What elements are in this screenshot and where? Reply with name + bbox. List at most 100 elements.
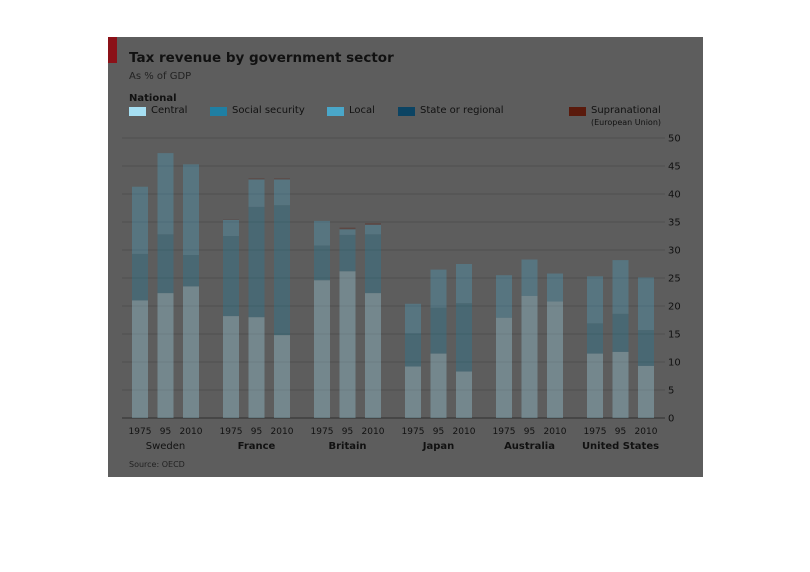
x-tick-label: 95 bbox=[524, 427, 535, 437]
x-tick-label: 1975 bbox=[493, 427, 516, 437]
x-tick-label: 95 bbox=[160, 427, 171, 437]
x-tick-label: 2010 bbox=[362, 427, 385, 437]
legend-swatch-state-or-regional bbox=[398, 107, 415, 116]
bar-segment bbox=[339, 271, 356, 418]
group-label: France bbox=[238, 441, 276, 452]
x-tick-label: 2010 bbox=[544, 427, 567, 437]
bar-segment bbox=[430, 269, 447, 308]
x-tick-label: 95 bbox=[433, 427, 444, 437]
bar-segment bbox=[248, 206, 265, 318]
bar-segment bbox=[405, 366, 421, 418]
bar-segment bbox=[339, 229, 356, 235]
bar-segment bbox=[223, 219, 239, 220]
bar-segment bbox=[314, 280, 330, 418]
y-tick-label: 0 bbox=[668, 414, 674, 425]
bar-segment bbox=[456, 371, 472, 418]
x-tick-label: 1975 bbox=[311, 427, 334, 437]
bar-segment bbox=[274, 179, 290, 206]
source-note: Source: OECD bbox=[129, 460, 185, 469]
bar-segment bbox=[405, 303, 421, 334]
bar-segment bbox=[587, 323, 603, 354]
y-tick-label: 5 bbox=[668, 386, 674, 397]
y-tick-label: 30 bbox=[668, 246, 681, 257]
group-label: Britain bbox=[328, 441, 366, 452]
x-tick-label: 1975 bbox=[402, 427, 425, 437]
bar-segment bbox=[547, 301, 563, 418]
x-tick-label: 2010 bbox=[635, 427, 658, 437]
group-label: United States bbox=[582, 441, 659, 452]
bar-segment bbox=[183, 255, 199, 287]
bar-segment bbox=[132, 186, 148, 254]
bar-segment bbox=[365, 224, 381, 235]
x-tick-label: 1975 bbox=[584, 427, 607, 437]
bar-segment bbox=[223, 316, 239, 418]
bar-segment bbox=[339, 227, 356, 230]
legend-sublabel-supranational: (European Union) bbox=[591, 118, 662, 127]
bar-segment bbox=[132, 253, 148, 301]
chart-title: Tax revenue by government sector bbox=[129, 50, 394, 66]
bar-segment bbox=[612, 260, 629, 314]
bar-segment bbox=[274, 178, 290, 180]
legend-label-supranational: Supranational bbox=[591, 105, 661, 116]
bar-segment bbox=[456, 303, 472, 372]
legend-swatch-social-security bbox=[210, 107, 227, 116]
bar-segment bbox=[456, 264, 472, 304]
bar-segment bbox=[248, 178, 265, 180]
chart-subtitle: As % of GDP bbox=[129, 71, 192, 82]
bar-segment bbox=[274, 205, 290, 336]
bar-segment bbox=[183, 164, 199, 256]
bar-segment bbox=[638, 365, 654, 418]
bar-segment bbox=[157, 153, 174, 235]
y-tick-label: 35 bbox=[668, 218, 681, 229]
group-label: Japan bbox=[422, 441, 455, 452]
bar-segment bbox=[339, 234, 356, 272]
legend-group-label: National bbox=[129, 93, 177, 104]
x-tick-label: 95 bbox=[251, 427, 262, 437]
bar-segment bbox=[183, 286, 199, 418]
bar-segment bbox=[223, 219, 239, 236]
y-tick-label: 45 bbox=[668, 162, 681, 173]
x-tick-label: 2010 bbox=[180, 427, 203, 437]
brand-tab bbox=[108, 37, 117, 63]
group-label: Australia bbox=[504, 441, 555, 452]
bar-segment bbox=[521, 295, 538, 418]
y-tick-label: 15 bbox=[668, 330, 681, 341]
bar-segment bbox=[638, 330, 654, 366]
bar-segment bbox=[314, 220, 330, 246]
x-tick-label: 95 bbox=[342, 427, 353, 437]
y-tick-label: 50 bbox=[668, 134, 681, 145]
legend-label-state-or-regional: State or regional bbox=[420, 105, 504, 116]
legend-swatch-supranational bbox=[569, 107, 586, 116]
y-tick-label: 20 bbox=[668, 302, 681, 313]
legend-swatch-local bbox=[327, 107, 344, 116]
x-tick-label: 2010 bbox=[453, 427, 476, 437]
group-label: Sweden bbox=[146, 441, 186, 452]
bar-segment bbox=[405, 333, 421, 367]
legend-label-social-security: Social security bbox=[232, 105, 305, 116]
legend-label-central: Central bbox=[151, 105, 188, 116]
y-tick-label: 10 bbox=[668, 358, 681, 369]
bar-segment bbox=[521, 259, 538, 296]
bar-segment bbox=[612, 313, 629, 352]
bar-segment bbox=[587, 353, 603, 418]
legend-swatch-central bbox=[129, 107, 146, 116]
bar-segment bbox=[157, 234, 174, 294]
bar-segment bbox=[248, 179, 265, 207]
bar-segment bbox=[365, 293, 381, 418]
bar-segment bbox=[496, 275, 512, 318]
bar-segment bbox=[132, 300, 148, 418]
bar-segment bbox=[365, 234, 381, 294]
x-tick-label: 95 bbox=[615, 427, 626, 437]
bar-segment bbox=[430, 353, 447, 418]
bar-segment bbox=[638, 277, 654, 331]
bar-segment bbox=[274, 335, 290, 418]
bar-segment bbox=[496, 317, 512, 418]
bar-segment bbox=[248, 317, 265, 418]
bar-segment bbox=[365, 223, 381, 225]
bar-segment bbox=[547, 273, 563, 302]
bar-segment bbox=[612, 351, 629, 418]
x-tick-label: 2010 bbox=[271, 427, 294, 437]
bar-segment bbox=[587, 276, 603, 324]
y-tick-label: 40 bbox=[668, 190, 681, 201]
bar-segment bbox=[314, 245, 330, 281]
